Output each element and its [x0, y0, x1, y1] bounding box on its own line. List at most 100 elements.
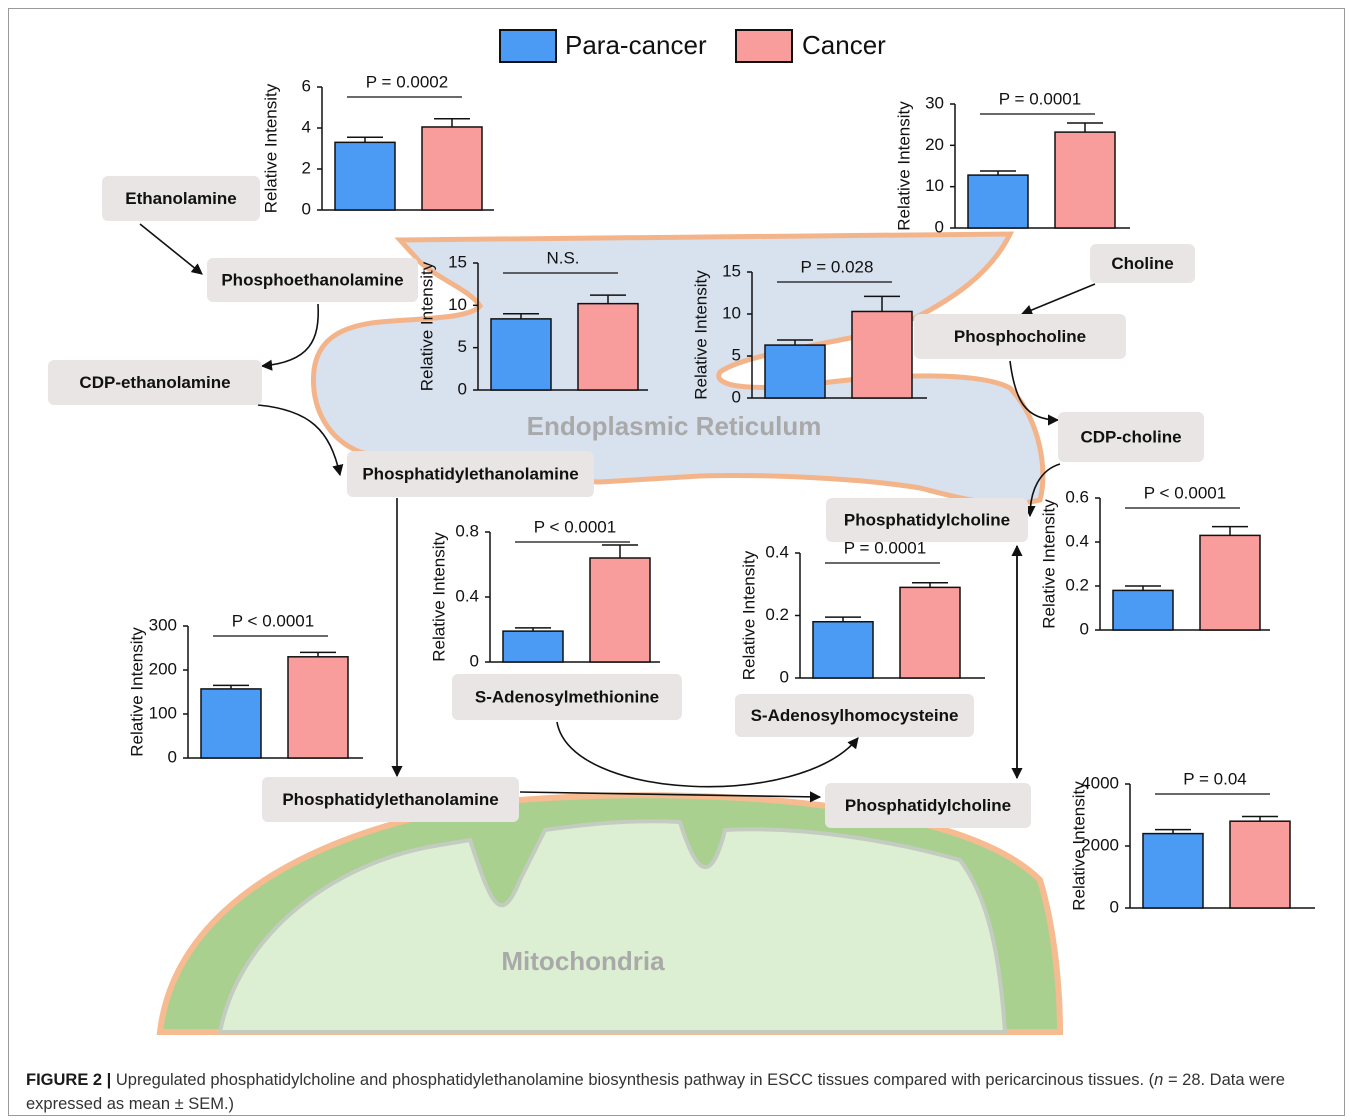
annotation: P = 0.0001	[999, 89, 1081, 108]
node: Phosphatidylethanolamine	[262, 777, 519, 822]
legend-swatch	[735, 29, 793, 63]
y-tick-label: 5	[732, 345, 741, 364]
legend-label: Para-cancer	[565, 30, 707, 60]
bar	[1112, 589, 1174, 631]
annotation: N.S.	[546, 248, 579, 267]
bar-chart: 0 0.2 0.4 Relative Intensity P = 0.0001	[739, 538, 985, 686]
bar	[589, 557, 651, 663]
node-label: S-Adenosylmethionine	[475, 687, 659, 706]
y-tick-label: 0.4	[765, 542, 789, 561]
node-box	[914, 314, 1126, 359]
legend-swatch	[499, 29, 557, 63]
node-label: Ethanolamine	[125, 189, 236, 208]
bar-chart: 0 0.2 0.4 0.6 Relative Intensity P < 0.0001	[1039, 483, 1270, 638]
y-tick-label: 0.2	[1065, 575, 1089, 594]
error-bar	[1067, 122, 1103, 133]
error-bar	[1212, 525, 1248, 536]
caption-italic: n	[1154, 1071, 1164, 1089]
bar	[967, 174, 1029, 229]
error-bar	[1155, 828, 1191, 834]
annotation: P < 0.0001	[232, 611, 314, 630]
error-bar	[602, 544, 638, 558]
y-tick-label: 15	[448, 252, 467, 271]
node-label: Phosphoethanolamine	[221, 270, 403, 289]
node-label: Phosphocholine	[954, 327, 1086, 346]
caption-text: = 28. Data were expressed as mean ± SEM.…	[26, 1071, 1285, 1113]
bar	[764, 344, 826, 399]
error-bar	[347, 136, 383, 143]
error-bar	[825, 616, 861, 622]
node: CDP-ethanolamine	[48, 360, 262, 405]
y-tick-label: 2	[302, 158, 311, 177]
error-bar	[980, 170, 1016, 176]
legend-label: Cancer	[802, 30, 886, 60]
error-bar	[590, 294, 626, 304]
y-tick-label: 0.6	[1065, 487, 1089, 506]
y-tick-label: 0	[1080, 619, 1089, 638]
node: Phosphocholine	[914, 314, 1126, 359]
y-axis-label: Relative Intensity	[894, 101, 913, 231]
y-tick-label: 0	[302, 199, 311, 218]
y-tick-label: 5	[458, 337, 467, 356]
y-axis-label: Relative Intensity	[1069, 781, 1088, 911]
bar	[1142, 832, 1204, 909]
bar	[490, 318, 552, 391]
annotation: P = 0.04	[1183, 769, 1247, 788]
y-tick-label: 0	[458, 379, 467, 398]
error-bar	[300, 651, 336, 657]
annotation: P < 0.0001	[534, 517, 616, 536]
y-tick-label: 10	[925, 176, 944, 195]
node-box	[825, 783, 1031, 828]
bar	[200, 688, 262, 759]
caption: FIGURE 2 | Upregulated phosphatidylcholi…	[26, 1068, 1326, 1116]
node-box	[1058, 412, 1204, 462]
annotation: P = 0.028	[801, 257, 874, 276]
bar	[577, 302, 639, 391]
figure-frame	[8, 8, 1345, 1116]
y-tick-label: 4	[302, 117, 311, 136]
node-box	[735, 694, 974, 737]
y-tick-label: 0	[1110, 897, 1119, 916]
node-label: Choline	[1111, 254, 1173, 273]
node-label: CDP-choline	[1080, 427, 1181, 446]
bar	[1199, 534, 1261, 631]
bar	[851, 310, 913, 399]
bar-chart: 0 2 4 6 Relative Intensity P = 0.0002	[261, 72, 494, 218]
bar-chart: 0 5 10 15 Relative Intensity N.S.	[417, 248, 648, 398]
y-tick-label: 2000	[1081, 835, 1119, 854]
node: CDP-choline	[1058, 412, 1204, 462]
er-shape	[310, 231, 1046, 507]
node: Phosphatidylcholine	[825, 783, 1031, 828]
bar	[502, 630, 564, 663]
y-tick-label: 300	[149, 615, 177, 634]
y-tick-label: 0	[780, 667, 789, 686]
y-tick-label: 0	[168, 747, 177, 766]
node-label: CDP-ethanolamine	[79, 373, 230, 392]
y-axis-label: Relative Intensity	[739, 550, 758, 680]
node-label: Phosphatidylcholine	[845, 796, 1011, 815]
error-bar	[777, 339, 813, 346]
error-bar	[1242, 815, 1278, 822]
mito-label: Mitochondria	[501, 946, 665, 976]
node: S-Adenosylmethionine	[452, 674, 682, 720]
y-tick-label: 10	[448, 295, 467, 314]
y-tick-label: 0	[732, 387, 741, 406]
node-box	[48, 360, 262, 405]
caption-label: FIGURE 2 |	[26, 1071, 112, 1089]
y-tick-label: 100	[149, 703, 177, 722]
y-tick-label: 200	[149, 659, 177, 678]
y-axis-label: Relative Intensity	[429, 532, 448, 662]
error-bar	[515, 627, 551, 632]
y-tick-label: 0.4	[1065, 531, 1089, 550]
node-box	[1090, 244, 1195, 283]
y-tick-label: 10	[722, 303, 741, 322]
bar	[334, 141, 396, 211]
node: Phosphatidylcholine	[826, 498, 1028, 542]
bar	[1229, 820, 1291, 909]
node: Phosphoethanolamine	[207, 258, 418, 302]
error-bar	[434, 118, 470, 127]
annotation: P = 0.0001	[844, 538, 926, 557]
annotation: P = 0.0002	[366, 72, 448, 91]
